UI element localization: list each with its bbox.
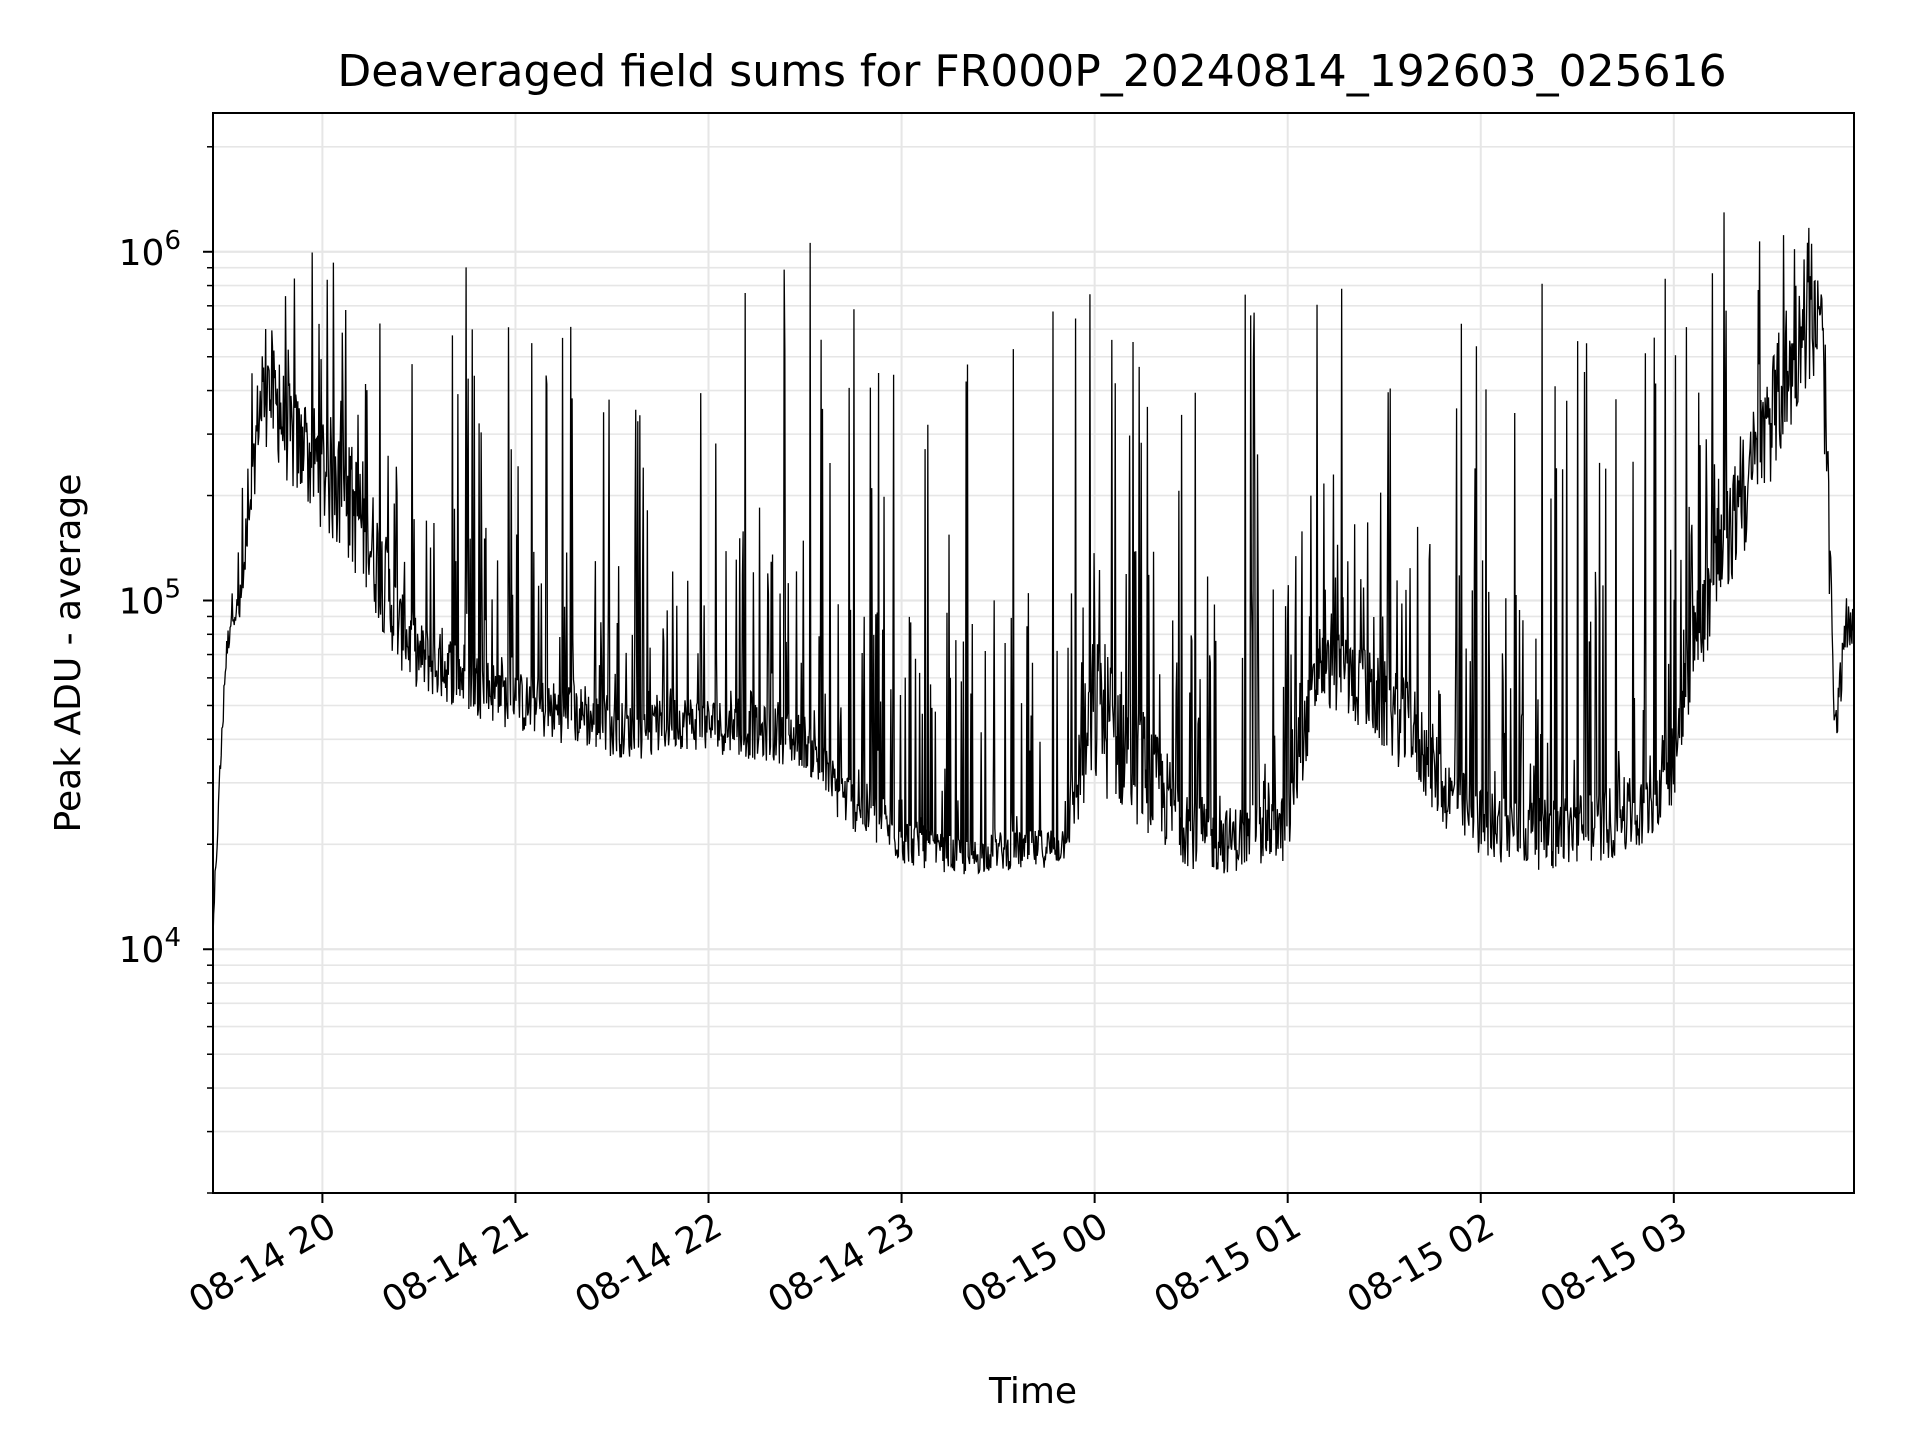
y-tick-label: 104 [119, 923, 181, 971]
series-group [212, 212, 1855, 940]
y-tick-label: 105 [119, 575, 181, 623]
series-line [212, 212, 1855, 940]
plot-frame [212, 112, 1855, 1194]
y-axis: 104 105 106 [119, 146, 213, 1194]
chart-title: Deaveraged field sums for FR000P_2024081… [337, 46, 1726, 97]
y-axis-label: Peak ADU - average [48, 474, 89, 833]
x-axis-label: Time [988, 1371, 1077, 1412]
y-tick-label: 106 [119, 226, 181, 274]
